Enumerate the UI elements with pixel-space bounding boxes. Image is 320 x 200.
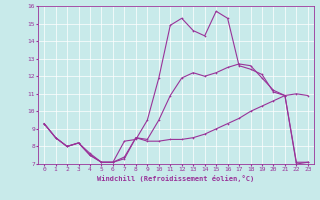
X-axis label: Windchill (Refroidissement éolien,°C): Windchill (Refroidissement éolien,°C) <box>97 175 255 182</box>
